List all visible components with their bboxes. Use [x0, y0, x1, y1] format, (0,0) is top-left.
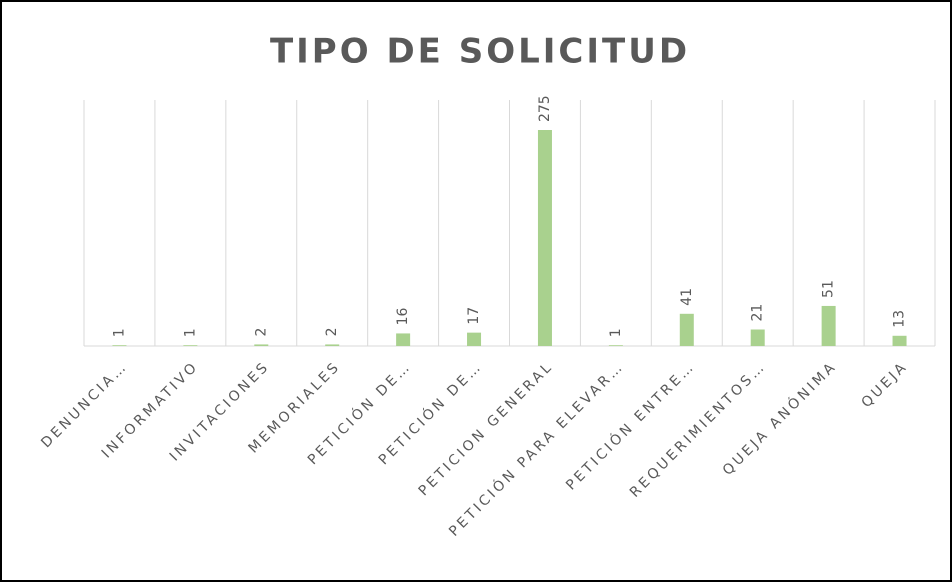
bar — [254, 344, 269, 346]
bar — [821, 305, 836, 346]
bar — [325, 344, 340, 346]
value-label: 1 — [111, 328, 127, 337]
value-label: 1 — [608, 328, 624, 337]
bar — [183, 345, 198, 346]
value-label: 51 — [821, 280, 837, 298]
bar — [537, 130, 552, 346]
value-label: 16 — [395, 308, 411, 326]
bar — [679, 313, 694, 346]
value-label: 41 — [679, 288, 695, 306]
value-label: 13 — [892, 310, 908, 328]
value-label: 17 — [466, 307, 482, 325]
bar — [608, 345, 623, 346]
bar — [112, 345, 127, 346]
value-label: 275 — [537, 95, 553, 122]
bar — [750, 329, 765, 346]
bar — [396, 333, 411, 346]
value-label: 2 — [324, 328, 340, 337]
value-label: 2 — [253, 328, 269, 337]
value-label: 21 — [750, 304, 766, 322]
bar — [467, 332, 482, 346]
bar — [892, 335, 907, 346]
value-label: 1 — [182, 328, 198, 337]
chart-title: TIPO DE SOLICITUD — [270, 32, 690, 72]
